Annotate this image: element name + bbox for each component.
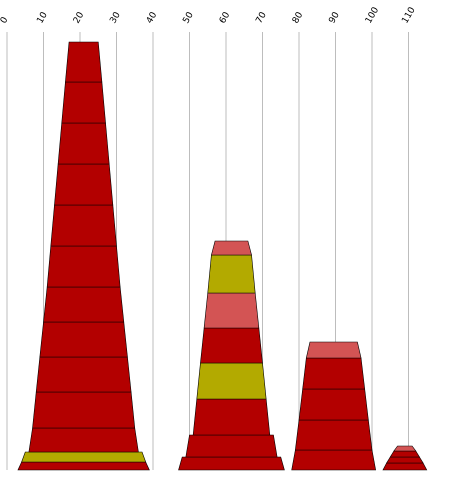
stack-2-layer-4 (196, 362, 267, 400)
stack-2-layer-7 (207, 254, 256, 294)
stack-1-layer-3 (28, 427, 139, 453)
x-tick-label-90: 90 (327, 10, 342, 25)
x-tick-label-0: 0 (0, 15, 11, 25)
x-tick-label-40: 40 (145, 10, 160, 25)
stack-4 (382, 445, 428, 471)
stack-1-layer-1 (17, 461, 150, 471)
stack-1 (17, 41, 150, 471)
stacks (17, 41, 428, 471)
x-tick-label-80: 80 (291, 10, 306, 25)
stack-1-layer-12 (61, 81, 106, 124)
stack-1-layer-7 (43, 286, 125, 323)
stack-4-layer-3 (389, 450, 420, 458)
stack-3-layer-4 (302, 357, 366, 390)
stack-2-layer-1 (178, 456, 285, 471)
stack-2-layer-6 (203, 292, 260, 329)
stack-1-layer-9 (50, 204, 117, 247)
stack-3 (291, 341, 377, 471)
stack-1-layer-5 (35, 356, 132, 393)
stack-1-layer-13 (65, 41, 103, 83)
stack-1-layer-8 (46, 245, 121, 288)
x-tick-label-60: 60 (218, 10, 233, 25)
stack-3-layer-5 (305, 341, 362, 359)
x-tick-label-50: 50 (181, 10, 196, 25)
stack-3-layer-3 (298, 388, 369, 421)
x-tick-label-10: 10 (35, 10, 50, 25)
stack-2 (178, 240, 285, 471)
stack-3-layer-1 (291, 449, 377, 471)
stack-4-layer-4 (393, 445, 417, 452)
x-axis-tick-labels: 0 10 20 30 40 50 60 70 80 90 100 110 (0, 5, 418, 25)
x-tick-label-20: 20 (72, 10, 87, 25)
stack-1-layer-10 (54, 163, 114, 206)
x-tick-label-70: 70 (254, 10, 269, 25)
stack-1-layer-4 (32, 391, 136, 429)
stack-1-layer-11 (57, 122, 110, 165)
stack-2-layer-3 (192, 398, 271, 436)
stack-3-layer-2 (295, 419, 373, 451)
stack-2-layer-8 (211, 240, 252, 256)
x-tick-label-110: 110 (400, 5, 417, 25)
stack-4-layer-2 (386, 456, 424, 464)
stack-4-layer-1 (382, 462, 428, 471)
x-tick-label-100: 100 (364, 5, 381, 25)
stack-2-layer-2 (185, 434, 278, 458)
x-tick-label-30: 30 (108, 10, 123, 25)
stack-2-layer-5 (200, 327, 263, 364)
stack-1-layer-2 (21, 451, 147, 463)
stack-1-layer-6 (39, 321, 128, 358)
